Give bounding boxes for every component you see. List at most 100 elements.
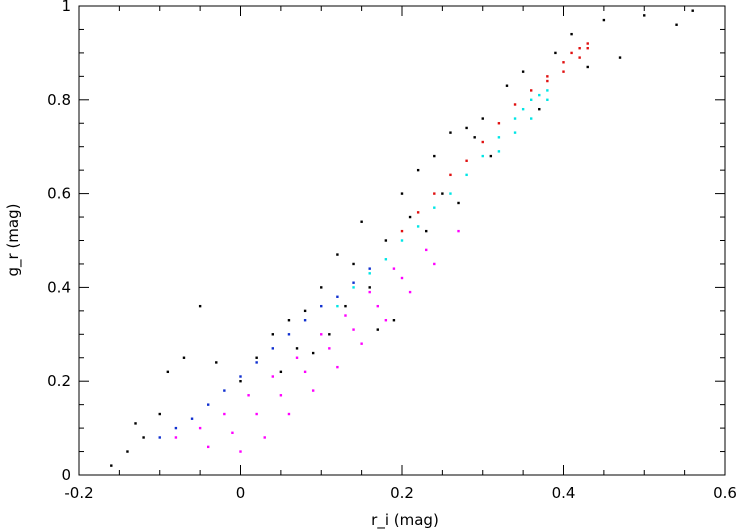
- data-point: [481, 140, 484, 144]
- data-point: [239, 380, 242, 383]
- x-tick-labels: -0.2 0 0.2 0.4 0.6: [64, 484, 737, 502]
- data-point: [110, 464, 113, 467]
- data-point: [207, 403, 210, 406]
- data-point: [239, 375, 242, 378]
- data-point: [497, 136, 501, 139]
- data-point: [239, 450, 242, 453]
- data-point: [368, 286, 371, 289]
- data-points-layer: [110, 9, 694, 467]
- x-axis-title: r_i (mag): [371, 511, 439, 530]
- data-point: [320, 304, 323, 308]
- y-tick-label: 0.8: [47, 91, 71, 109]
- data-point: [521, 70, 525, 73]
- x-tick-label: 0.2: [390, 484, 414, 502]
- data-point: [497, 122, 501, 125]
- data-point: [368, 272, 371, 275]
- data-point: [271, 347, 274, 350]
- data-point: [174, 426, 178, 430]
- data-point: [602, 18, 606, 22]
- series-0: [110, 9, 694, 467]
- data-point: [586, 65, 589, 69]
- axis-ticks: [78, 5, 726, 476]
- data-point: [441, 192, 444, 195]
- data-point: [384, 319, 388, 322]
- data-point: [344, 314, 347, 317]
- data-point: [433, 154, 436, 158]
- data-point: [384, 239, 388, 242]
- data-point: [376, 328, 379, 331]
- data-point: [449, 173, 452, 177]
- data-point: [465, 159, 468, 162]
- data-point: [505, 84, 509, 87]
- data-point: [562, 61, 565, 64]
- data-point: [279, 394, 283, 397]
- data-point: [352, 286, 355, 289]
- data-point: [586, 42, 589, 45]
- data-point: [360, 342, 363, 345]
- data-point: [425, 248, 428, 252]
- y-tick-label: 0.2: [47, 372, 71, 390]
- data-point: [416, 168, 420, 172]
- data-point: [400, 192, 404, 195]
- data-point: [320, 286, 323, 289]
- data-point: [368, 290, 371, 294]
- data-point: [336, 253, 339, 256]
- data-point: [457, 229, 460, 233]
- x-tick-label: 0.6: [713, 484, 737, 502]
- data-point: [198, 426, 202, 430]
- data-point: [643, 14, 646, 17]
- data-point: [368, 267, 371, 270]
- data-point: [546, 79, 549, 83]
- data-point: [311, 389, 315, 392]
- data-point: [231, 431, 234, 434]
- data-point: [457, 201, 460, 205]
- data-point: [530, 117, 533, 120]
- data-point: [497, 150, 501, 153]
- data-point: [546, 75, 549, 78]
- y-tick-labels: 0 0.2 0.4 0.6 0.8 1: [47, 0, 71, 484]
- data-point: [303, 309, 307, 313]
- data-point: [392, 267, 396, 270]
- y-tick-label: 1: [61, 0, 71, 15]
- data-point: [336, 365, 339, 369]
- data-point: [570, 51, 573, 55]
- data-point: [174, 436, 178, 439]
- x-tick-label: 0.4: [552, 484, 576, 502]
- data-point: [271, 375, 274, 378]
- series-2: [336, 89, 549, 308]
- data-point: [425, 229, 428, 233]
- data-point: [336, 295, 339, 298]
- data-point: [182, 356, 186, 359]
- data-point: [513, 117, 517, 120]
- data-point: [489, 154, 493, 158]
- data-point: [320, 333, 323, 336]
- data-point: [263, 436, 266, 439]
- data-point: [279, 370, 283, 374]
- data-point: [554, 51, 557, 55]
- data-point: [287, 412, 291, 416]
- y-tick-label: 0.6: [47, 185, 71, 203]
- data-point: [223, 412, 226, 416]
- data-point: [416, 225, 420, 228]
- data-point: [255, 412, 258, 416]
- data-point: [513, 103, 517, 106]
- data-point: [473, 136, 476, 139]
- data-point: [570, 32, 573, 36]
- data-point: [578, 56, 581, 59]
- data-point: [126, 450, 129, 453]
- data-point: [287, 333, 291, 336]
- data-point: [295, 347, 299, 350]
- y-tick-label: 0: [61, 466, 71, 484]
- data-point: [586, 47, 589, 50]
- data-point: [311, 351, 315, 355]
- data-point: [336, 304, 339, 308]
- data-point: [295, 356, 299, 359]
- series-3: [174, 229, 460, 453]
- data-point: [400, 229, 404, 233]
- data-point: [546, 98, 549, 101]
- data-point: [481, 117, 484, 120]
- x-tick-label: 0: [236, 484, 246, 502]
- data-point: [255, 356, 258, 359]
- data-point: [198, 304, 202, 308]
